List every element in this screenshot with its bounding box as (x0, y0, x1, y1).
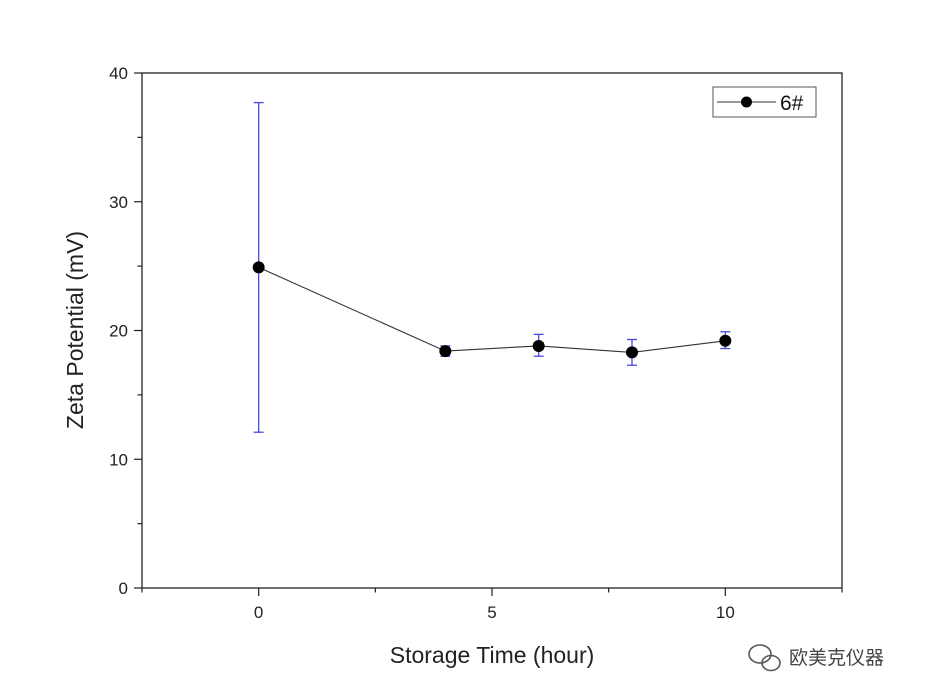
y-tick-label: 40 (109, 64, 128, 83)
x-tick-label: 0 (254, 603, 263, 622)
y-tick-label: 30 (109, 193, 128, 212)
data-point (532, 339, 545, 352)
data-point (252, 261, 265, 274)
plot-frame (141, 72, 843, 589)
axis-ticks (134, 72, 843, 596)
x-axis-title: Storage Time (hour) (390, 642, 595, 668)
plot-area (141, 72, 843, 589)
data-point (719, 334, 732, 347)
y-axis-title: Zeta Potential (mV) (62, 231, 88, 429)
legend-marker (741, 96, 752, 108)
axis-tick-labels: 0 5 10 0 10 20 30 40 (109, 64, 735, 622)
y-tick-label: 10 (109, 450, 128, 469)
data-point (439, 345, 452, 358)
data-point (626, 346, 638, 359)
y-tick-label: 0 (119, 579, 128, 598)
x-tick-label: 10 (716, 603, 735, 622)
data-points (252, 261, 732, 359)
legend: 6# (712, 86, 817, 118)
legend-label: 6# (780, 92, 804, 115)
y-tick-label: 20 (109, 322, 128, 341)
wechat-icon (748, 644, 781, 672)
watermark-text: 欧美克仪器 (789, 647, 884, 669)
watermark: 欧美克仪器 (748, 644, 884, 672)
x-tick-label: 5 (487, 603, 496, 622)
